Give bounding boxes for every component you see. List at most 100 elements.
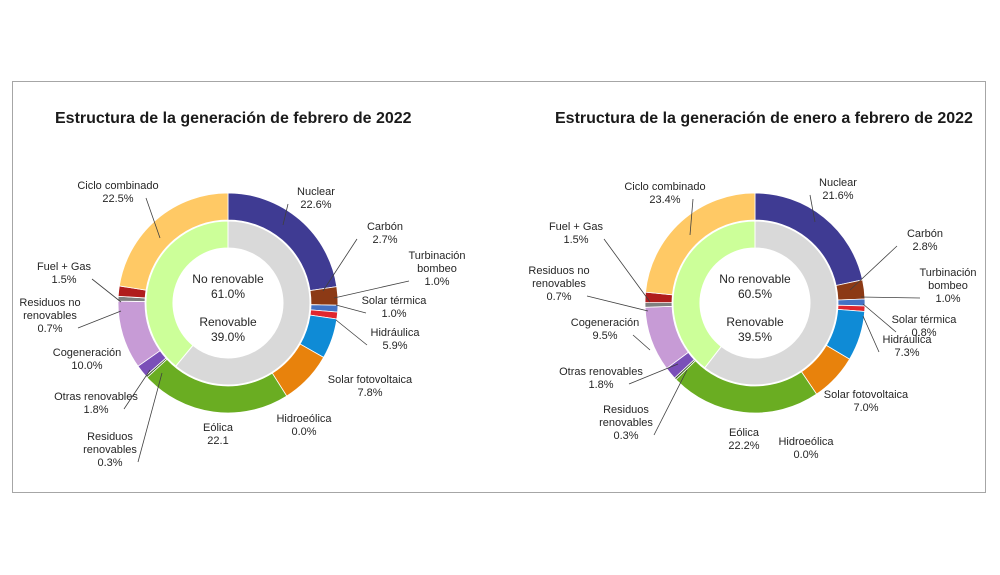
inner-value-renovable: 39.5% [738, 330, 772, 344]
outer-label-residuos-no-renovables: Residuos no [528, 265, 589, 277]
outer-value-eolica: 22.2% [728, 440, 759, 452]
outer-value-residuos-renovables: 0.3% [97, 457, 122, 469]
leader-line-carbon [322, 238, 358, 292]
leader-line-nuclear [282, 203, 289, 226]
outer-label-turbinacion-bombeo: Turbinación [408, 250, 465, 262]
leader-line-turbinacion-bombeo [860, 296, 921, 299]
leader-line-residuos-renovables [137, 372, 163, 463]
outer-label-residuos-renovables: Residuos [87, 431, 133, 443]
leader-line-ciclo-combinado [689, 198, 694, 236]
donut-chart-febrero: No renovable61.0%Renovable39.0%Nuclear22… [19, 180, 465, 469]
outer-label-cogeneracion: Cogeneración [53, 347, 122, 359]
outer-label-hidroeolica: Hidroeólica [276, 413, 332, 425]
inner-slice-renovable [145, 220, 229, 367]
outer-label-turbinacion-bombeo: Turbinación [919, 267, 976, 279]
outer-value-turbinacion-bombeo: 1.0% [424, 276, 449, 288]
leader-line-carbon [849, 245, 898, 291]
outer-label-residuos-no-renovables: renovables [23, 310, 77, 322]
outer-label-carbon: Carbón [367, 221, 403, 233]
outer-label-residuos-renovables: Residuos [603, 404, 649, 416]
leader-line-ciclo-combinado [145, 197, 161, 239]
outer-label-solar-fotovoltaica: Solar fotovoltaica [824, 389, 909, 401]
outer-label-carbon: Carbón [907, 228, 943, 240]
outer-slice-ciclo-combinado [118, 192, 229, 291]
outer-value-otras-renovables: 1.8% [588, 379, 613, 391]
leader-line-residuos-no-renovables [586, 295, 649, 312]
outer-label-ciclo-combinado: Ciclo combinado [77, 180, 158, 192]
outer-slice-turbinacion-bombeo [837, 298, 866, 307]
outer-label-residuos-renovables: renovables [599, 417, 653, 429]
outer-label-cogeneracion: Cogeneración [571, 317, 640, 329]
inner-value-no-renovable: 61.0% [211, 287, 245, 301]
outer-label-hidraulica: Hidráulica [371, 327, 421, 339]
outer-value-otras-renovables: 1.8% [83, 404, 108, 416]
outer-value-solar-termica: 1.0% [381, 308, 406, 320]
outer-label-solar-termica: Solar térmica [362, 295, 428, 307]
outer-label-hidraulica: Hidráulica [883, 334, 933, 346]
outer-value-fuel-gas: 1.5% [51, 274, 76, 286]
outer-label-turbinacion-bombeo: bombeo [928, 280, 968, 292]
leader-line-residuos-no-renovables [77, 310, 122, 329]
outer-value-ciclo-combinado: 23.4% [649, 194, 680, 206]
outer-value-nuclear: 21.6% [822, 190, 853, 202]
leader-line-solar-termica [862, 303, 897, 333]
inner-slice-no-renovable [704, 220, 838, 386]
outer-label-solar-termica: Solar térmica [892, 314, 958, 326]
leader-line-cogeneracion [632, 334, 651, 351]
outer-label-residuos-no-renovables: Residuos no [19, 297, 80, 309]
outer-value-solar-fotovoltaica: 7.8% [357, 387, 382, 399]
outer-label-otras-renovables: Otras renovables [559, 366, 643, 378]
outer-value-cogeneracion: 10.0% [71, 360, 102, 372]
leader-line-otras-renovables [628, 363, 679, 385]
outer-label-solar-fotovoltaica: Solar fotovoltaica [328, 374, 413, 386]
leader-line-hidraulica [335, 319, 368, 346]
outer-value-cogeneracion: 9.5% [592, 330, 617, 342]
leader-line-otras-renovables [123, 369, 151, 410]
outer-value-residuos-renovables: 0.3% [613, 430, 638, 442]
leader-line-turbinacion-bombeo [333, 280, 410, 299]
inner-slice-no-renovable [175, 220, 311, 386]
leader-line-hidraulica [862, 315, 880, 353]
outer-label-eolica: Eólica [203, 422, 234, 434]
outer-slice-ciclo-combinado [645, 192, 756, 296]
outer-value-solar-fotovoltaica: 7.0% [853, 402, 878, 414]
inner-value-no-renovable: 60.5% [738, 287, 772, 301]
outer-label-ciclo-combinado: Ciclo combinado [624, 181, 705, 193]
outer-label-turbinacion-bombeo: bombeo [417, 263, 457, 275]
outer-label-nuclear: Nuclear [297, 186, 335, 198]
outer-label-residuos-no-renovables: renovables [532, 278, 586, 290]
outer-value-eolica: 22.1 [207, 435, 228, 447]
inner-value-renovable: 39.0% [211, 330, 245, 344]
outer-value-ciclo-combinado: 22.5% [102, 193, 133, 205]
inner-slice-renovable [672, 220, 756, 369]
outer-label-hidroeolica: Hidroeólica [778, 436, 834, 448]
outer-value-nuclear: 22.6% [300, 199, 331, 211]
outer-value-hidroeolica: 0.0% [291, 426, 316, 438]
outer-label-residuos-renovables: renovables [83, 444, 137, 456]
inner-label-renovable: Renovable [199, 315, 257, 329]
outer-value-turbinacion-bombeo: 1.0% [935, 293, 960, 305]
leader-line-nuclear [809, 194, 816, 223]
inner-label-renovable: Renovable [726, 315, 784, 329]
outer-label-fuel-gas: Fuel + Gas [37, 261, 92, 273]
chart-title-enero-febrero: Estructura de la generación de enero a f… [555, 110, 973, 127]
inner-label-no-renovable: No renovable [192, 272, 264, 286]
outer-value-hidraulica: 7.3% [894, 347, 919, 359]
outer-value-hidraulica: 5.9% [382, 340, 407, 352]
chart-title-febrero: Estructura de la generación de febrero d… [55, 110, 412, 127]
leader-line-fuel-gas [91, 278, 122, 303]
outer-label-nuclear: Nuclear [819, 177, 857, 189]
inner-label-no-renovable: No renovable [719, 272, 791, 286]
outer-label-fuel-gas: Fuel + Gas [549, 221, 604, 233]
outer-value-residuos-no-renovables: 0.7% [546, 291, 571, 303]
outer-value-residuos-no-renovables: 0.7% [37, 323, 62, 335]
outer-value-fuel-gas: 1.5% [563, 234, 588, 246]
outer-label-eolica: Eólica [729, 427, 760, 439]
outer-value-solar-termica: 0.8% [911, 327, 936, 339]
outer-slice-residuos-no-renovables [644, 302, 673, 308]
outer-value-hidroeolica: 0.0% [793, 449, 818, 461]
outer-label-otras-renovables: Otras renovables [54, 391, 138, 403]
outer-value-carbon: 2.8% [912, 241, 937, 253]
leader-line-fuel-gas [603, 238, 651, 303]
